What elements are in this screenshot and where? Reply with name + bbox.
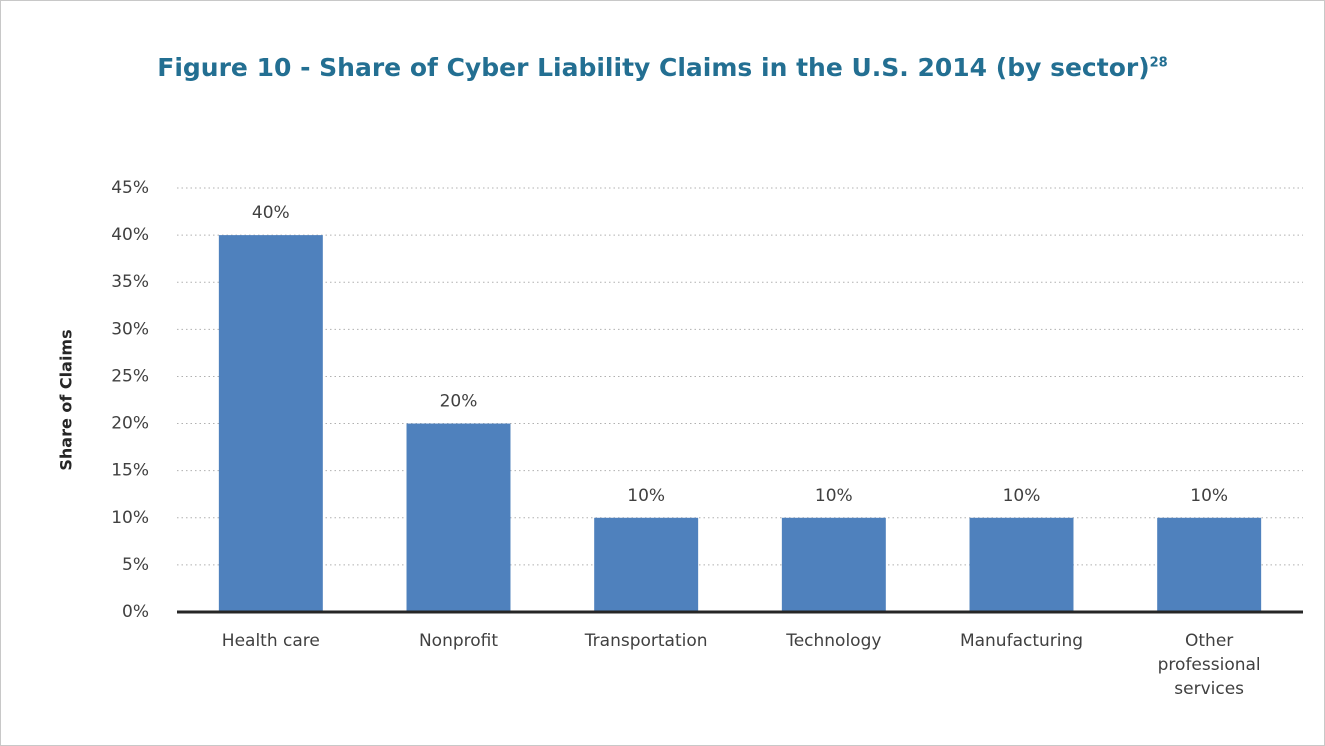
data-label: 10% xyxy=(815,486,853,506)
x-tick-label: Health care xyxy=(221,631,320,651)
y-tick-label: 0% xyxy=(122,602,149,622)
y-tick-label: 35% xyxy=(111,272,149,292)
y-tick-label: 40% xyxy=(111,225,149,245)
data-label: 10% xyxy=(1003,486,1041,506)
bar xyxy=(969,517,1074,612)
x-tick-label: Manufacturing xyxy=(959,631,1084,651)
y-axis-label: Share of Claims xyxy=(57,329,76,470)
x-tick-label: Other professional services xyxy=(1157,631,1261,699)
data-label: 10% xyxy=(1190,486,1228,506)
data-label: 40% xyxy=(252,203,290,223)
x-tick-label: Technology xyxy=(786,631,882,651)
bar xyxy=(594,517,699,612)
chart-title: Figure 10 - Share of Cyber Liability Cla… xyxy=(1,53,1324,82)
x-tick-label: Nonprofit xyxy=(418,631,499,651)
bar xyxy=(1157,517,1262,612)
data-label: 10% xyxy=(627,486,665,506)
bar xyxy=(406,423,511,612)
bar xyxy=(218,235,323,612)
y-tick-label: 25% xyxy=(111,366,149,386)
y-tick-label: 20% xyxy=(111,414,149,434)
data-label: 20% xyxy=(440,392,478,412)
title-text: Figure 10 - Share of Cyber Liability Cla… xyxy=(157,53,1150,82)
y-tick-label: 15% xyxy=(111,461,149,481)
y-tick-label: 30% xyxy=(111,319,149,339)
x-tick-label: Transportation xyxy=(584,631,708,651)
y-tick-label: 45% xyxy=(111,178,149,198)
title-footnote: 28 xyxy=(1149,55,1168,71)
bar xyxy=(781,517,886,612)
y-tick-label: 10% xyxy=(111,508,149,528)
y-tick-label: 5% xyxy=(122,555,149,575)
